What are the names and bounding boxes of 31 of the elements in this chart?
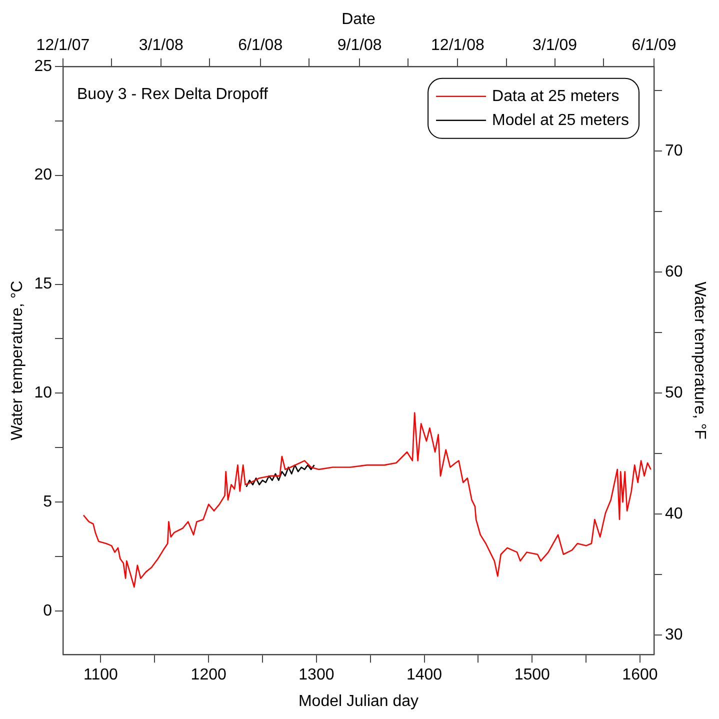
y2-tick-label: 30 — [665, 626, 683, 644]
x2-tick-label: 12/1/08 — [431, 37, 485, 54]
y2-tick-label: 50 — [665, 384, 683, 402]
x-tick-label: 1300 — [298, 666, 334, 684]
y2-tick-label: 40 — [665, 506, 683, 523]
x-tick-label: 1600 — [622, 666, 658, 684]
x-tick-label: 1500 — [514, 666, 550, 684]
y2-tick-label: 70 — [665, 142, 683, 160]
x2-tick-label: 12/1/07 — [36, 37, 90, 54]
x2-axis-title: Date — [342, 11, 376, 28]
y-tick-label: 20 — [34, 166, 52, 184]
y-tick-label: 0 — [43, 602, 52, 620]
y-tick-label: 25 — [34, 58, 52, 75]
annotation: Buoy 3 - Rex Delta Dropoff — [76, 86, 268, 103]
x2-tick-label: 6/1/08 — [238, 37, 283, 54]
x2-tick-label: 3/1/08 — [138, 37, 184, 54]
x-tick-label: 1400 — [406, 666, 442, 684]
x2-tick-label: 9/1/08 — [337, 37, 382, 54]
y-tick-label: 5 — [43, 494, 52, 511]
y2-axis-title: Water temperature, °F — [690, 282, 708, 440]
x-axis-title: Model Julian day — [298, 692, 419, 710]
x2-tick-label: 6/1/09 — [632, 37, 676, 54]
y-axis-title: Water temperature, °C — [9, 280, 26, 440]
legend-label: Model at 25 meters — [492, 112, 630, 129]
legend-label: Data at 25 meters — [492, 88, 620, 105]
x-tick-label: 1100 — [84, 666, 118, 684]
x2-tick-label: 3/1/09 — [532, 37, 578, 54]
y-tick-label: 10 — [34, 384, 52, 402]
x-tick-label: 1200 — [190, 666, 226, 684]
y2-tick-label: 60 — [665, 264, 683, 281]
y-tick-label: 15 — [34, 276, 52, 293]
